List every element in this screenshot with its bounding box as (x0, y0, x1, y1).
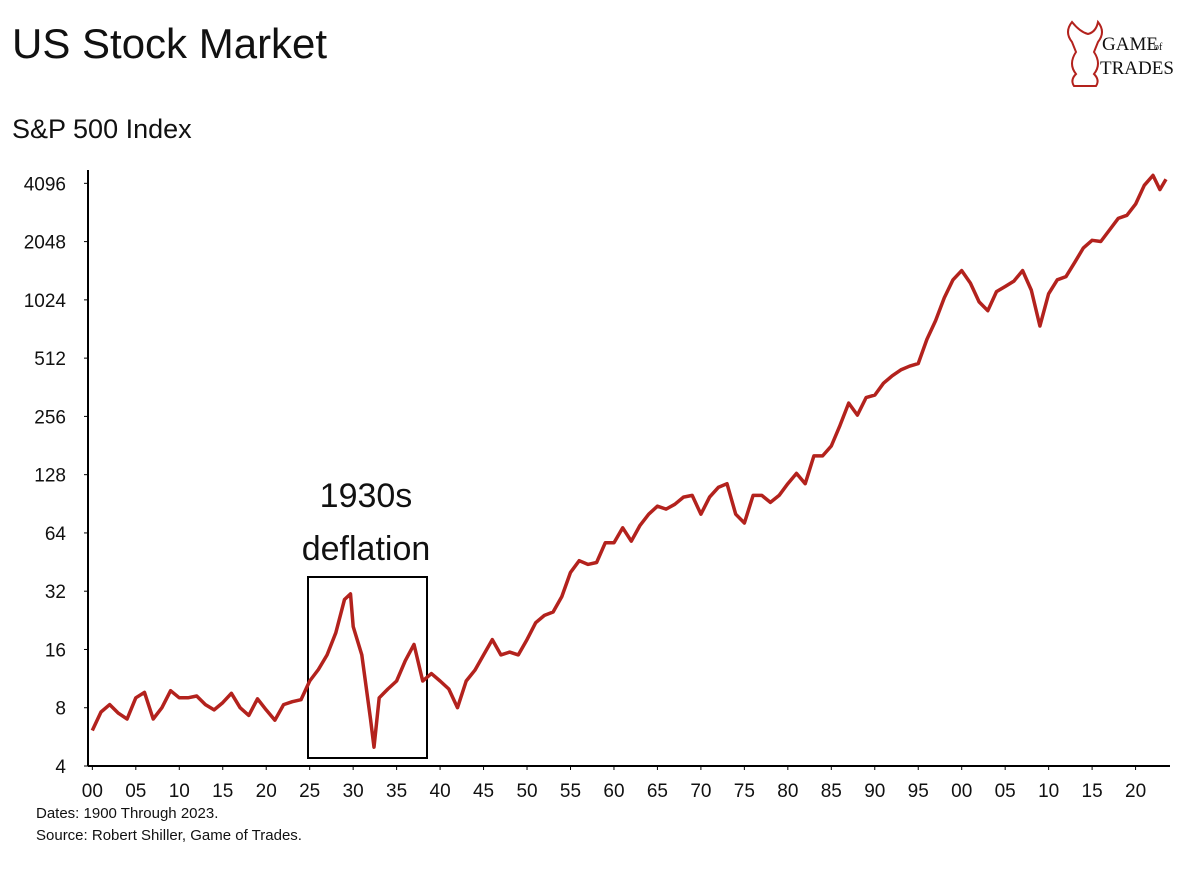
annotation: deflation (302, 530, 431, 568)
x-tick-label: 90 (864, 781, 885, 802)
y-tick-label: 1024 (24, 291, 67, 312)
x-tick-label: 35 (386, 781, 407, 802)
x-tick-label: 70 (690, 781, 711, 802)
x-tick-label: 15 (1082, 781, 1103, 802)
y-tick-label: 32 (45, 582, 66, 603)
x-tick-label: 00 (951, 781, 972, 802)
x-tick-label: 05 (125, 781, 146, 802)
x-tick-label: 15 (212, 781, 233, 802)
y-tick-label: 8 (55, 699, 66, 720)
x-tick-label: 65 (647, 781, 668, 802)
x-tick-label: 55 (560, 781, 581, 802)
y-tick-label: 4096 (24, 174, 66, 195)
x-tick-label: 95 (908, 781, 929, 802)
annotation: 1930s (320, 477, 413, 515)
x-tick-label: 60 (603, 781, 624, 802)
y-tick-label: 2048 (24, 233, 66, 254)
y-tick-label: 128 (34, 466, 66, 487)
x-tick-label: 75 (734, 781, 755, 802)
x-tick-label: 05 (995, 781, 1016, 802)
y-tick-label: 16 (45, 640, 66, 661)
note: Source: Robert Shiller, Game of Trades. (36, 827, 302, 844)
logo-text: of (1154, 42, 1163, 53)
logo: GAME of TRADES (1067, 19, 1174, 87)
logo-text: TRADES (1100, 58, 1174, 79)
y-tick-label: 64 (45, 524, 67, 545)
note: Dates: 1900 Through 2023. (36, 805, 218, 822)
highlight-box (307, 576, 428, 759)
x-tick-label: 45 (473, 781, 494, 802)
y-tick-label: 512 (34, 349, 66, 370)
x-tick-label: 50 (516, 781, 537, 802)
logo-text: GAME (1102, 34, 1158, 55)
x-tick-label: 25 (299, 781, 320, 802)
x-tick-label: 10 (169, 781, 190, 802)
chart-title: US Stock Market (12, 20, 327, 67)
chart-subtitle: S&P 500 Index (12, 114, 192, 144)
logo-icon (1067, 19, 1103, 87)
x-tick-label: 80 (777, 781, 798, 802)
x-tick-label: 20 (256, 781, 277, 802)
x-tick-label: 20 (1125, 781, 1146, 802)
price-line (90, 173, 1168, 749)
y-tick-label: 256 (34, 407, 66, 428)
x-tick-label: 00 (82, 781, 103, 802)
y-tick-label: 4 (55, 757, 66, 778)
x-tick-label: 85 (821, 781, 842, 802)
x-tick-label: 30 (343, 781, 364, 802)
x-tick-label: 40 (430, 781, 451, 802)
x-tick-label: 10 (1038, 781, 1059, 802)
